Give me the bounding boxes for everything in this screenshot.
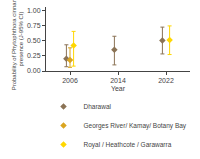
svg-text:1.00: 1.00 xyxy=(27,7,41,14)
svg-text:Probability of Phytophthora ci: Probability of Phytophthora cinnamomipre… xyxy=(11,0,25,90)
svg-text:2014: 2014 xyxy=(110,77,126,84)
svg-text:2022: 2022 xyxy=(158,77,174,84)
svg-text:0.50: 0.50 xyxy=(27,37,41,44)
svg-text:0.75: 0.75 xyxy=(27,22,41,29)
svg-text:Georges River/ Kamay/ Botany B: Georges River/ Kamay/ Botany Bay xyxy=(84,122,187,130)
svg-text:Royal / Heathcote / Garawarra: Royal / Heathcote / Garawarra xyxy=(84,141,172,149)
svg-text:2006: 2006 xyxy=(62,77,78,84)
svg-text:0.00: 0.00 xyxy=(27,67,41,74)
svg-text:Year: Year xyxy=(111,85,126,92)
svg-text:0.25: 0.25 xyxy=(27,52,41,59)
svg-text:Dharawal: Dharawal xyxy=(84,103,112,110)
